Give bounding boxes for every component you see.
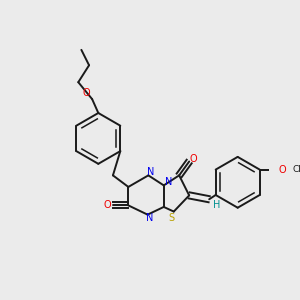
Text: N: N	[146, 214, 154, 224]
Text: O: O	[83, 88, 91, 98]
Text: O: O	[104, 200, 111, 210]
Text: O: O	[189, 154, 197, 164]
Text: N: N	[166, 177, 173, 187]
Text: S: S	[168, 213, 175, 223]
Text: CH₃: CH₃	[292, 165, 300, 174]
Text: N: N	[147, 167, 154, 176]
Text: H: H	[213, 200, 220, 210]
Text: O: O	[279, 165, 286, 175]
